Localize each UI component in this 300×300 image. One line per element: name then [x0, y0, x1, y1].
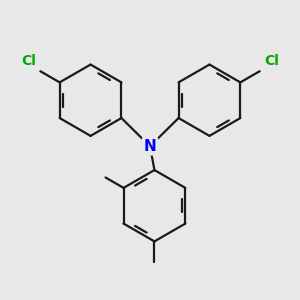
Text: Cl: Cl: [264, 54, 279, 68]
Text: Cl: Cl: [21, 54, 36, 68]
Text: N: N: [144, 139, 156, 154]
